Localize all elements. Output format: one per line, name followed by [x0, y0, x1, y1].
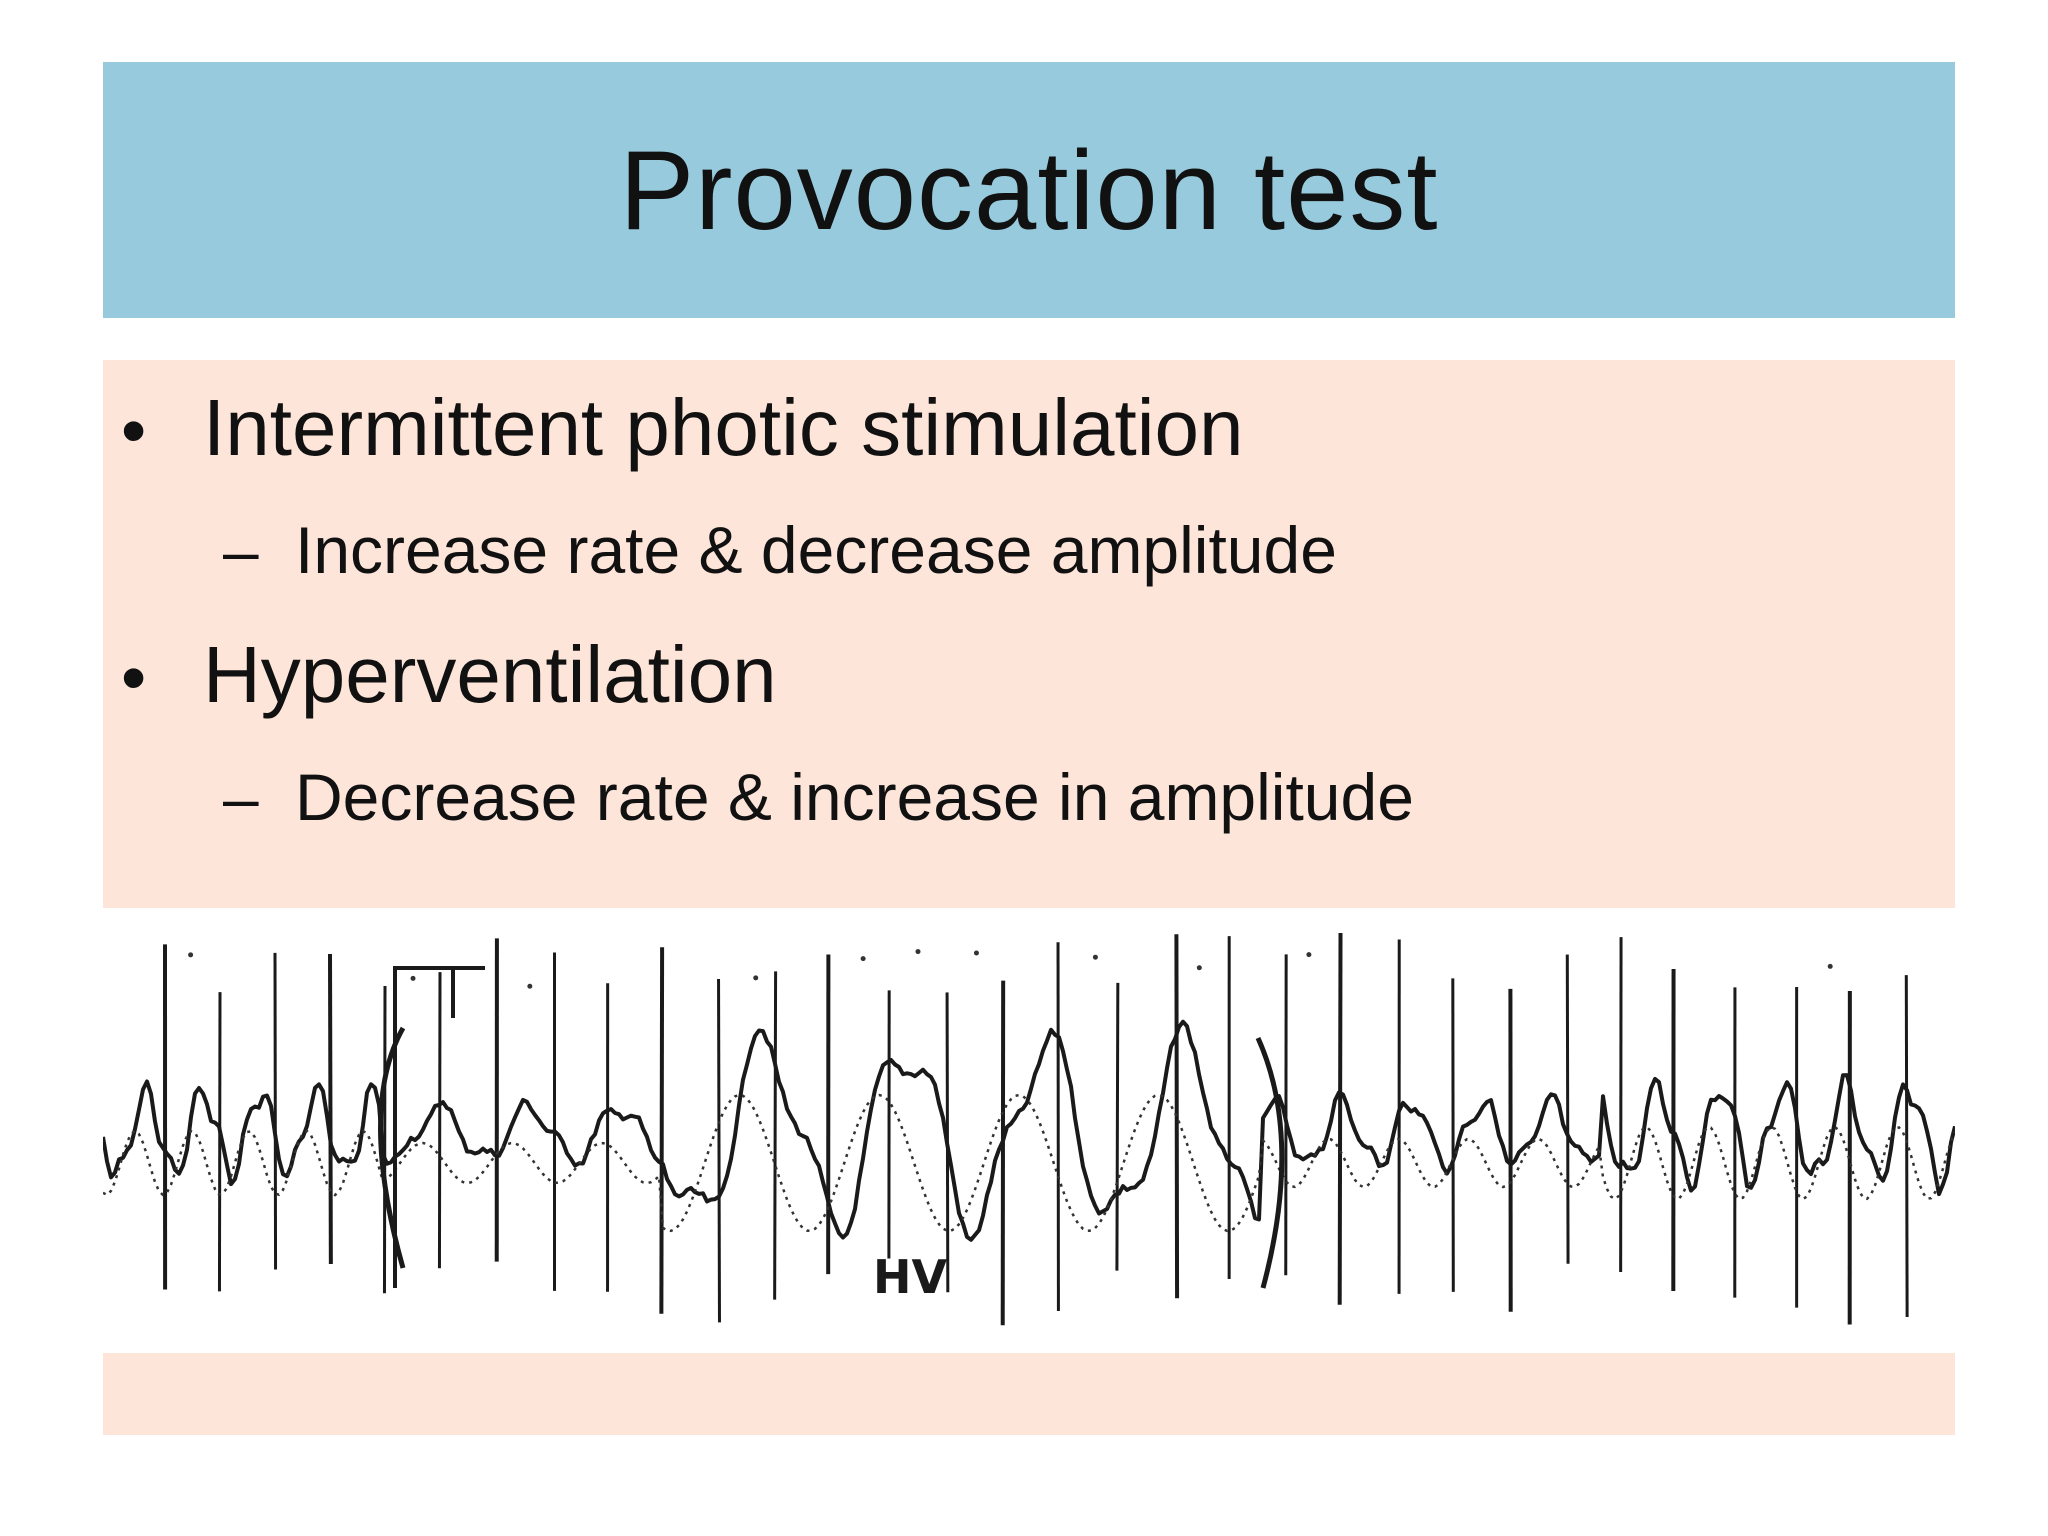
eeg-spike-line — [1115, 982, 1120, 1271]
eeg-waveform-dotted — [103, 1093, 1955, 1233]
eeg-tracing-figure: HV — [103, 908, 1955, 1353]
bullet-item-hyperventilation: • Hyperventilation — [121, 629, 1955, 759]
eeg-spike-line — [1174, 934, 1180, 1299]
dash-icon: – — [223, 515, 259, 587]
bullet-text: Intermittent photic stimulation — [203, 383, 1244, 472]
eeg-spike-line — [773, 971, 778, 1300]
bullet-list: • Intermittent photic stimulation – Incr… — [103, 360, 1955, 876]
eeg-spike-lines — [163, 933, 1909, 1326]
eeg-artifact-dot — [188, 952, 194, 958]
eeg-spike-line — [1904, 975, 1909, 1318]
eeg-spike-line — [382, 986, 387, 1294]
eeg-spike-line — [328, 953, 333, 1264]
title-bar: Provocation test — [103, 62, 1955, 318]
sub-bullet-text: Decrease rate & increase in amplitude — [295, 760, 1414, 834]
eeg-artifact-dot — [1196, 965, 1202, 971]
photic-bracket-right — [1255, 1036, 1285, 1289]
sub-bullet-text: Increase rate & decrease amplitude — [295, 513, 1337, 587]
hv-annotation: HV — [873, 1250, 947, 1304]
eeg-artifact-dot — [527, 983, 533, 989]
sub-bullet-photic-stimulation: – Increase rate & decrease amplitude — [223, 512, 1955, 629]
eeg-artifact-dot — [410, 975, 416, 981]
eeg-spike-line — [273, 952, 278, 1270]
eeg-waveform — [103, 1019, 1955, 1242]
eeg-artifact-dot — [973, 950, 979, 956]
eeg-tracing-image: HV — [103, 933, 1955, 1326]
eeg-artifact-dot — [915, 949, 921, 955]
dash-icon: – — [223, 762, 259, 834]
sub-bullet-hyperventilation: – Decrease rate & increase in amplitude — [223, 759, 1955, 876]
eeg-artifact-dot — [1827, 963, 1833, 969]
eeg-artifact-dot — [860, 956, 866, 962]
eeg-spike-line — [1565, 954, 1570, 1264]
eeg-spike-line — [659, 947, 665, 1314]
marker-bracket — [393, 966, 455, 1288]
eeg-spike-line — [1337, 933, 1343, 1305]
eeg-spike-line — [217, 992, 222, 1292]
bullet-item-photic-stimulation: • Intermittent photic stimulation — [121, 382, 1955, 512]
eeg-artifact-dot — [1306, 952, 1312, 958]
bullet-dot-icon: • — [121, 638, 147, 718]
slide-title: Provocation test — [619, 127, 1439, 253]
eeg-spike-line — [717, 978, 721, 1323]
eeg-artifact-dot — [1092, 954, 1098, 960]
bullet-dot-icon: • — [121, 391, 147, 471]
eeg-artifact-dot — [753, 975, 759, 981]
bullet-text: Hyperventilation — [203, 630, 777, 719]
eeg-spike-line — [437, 972, 442, 1269]
